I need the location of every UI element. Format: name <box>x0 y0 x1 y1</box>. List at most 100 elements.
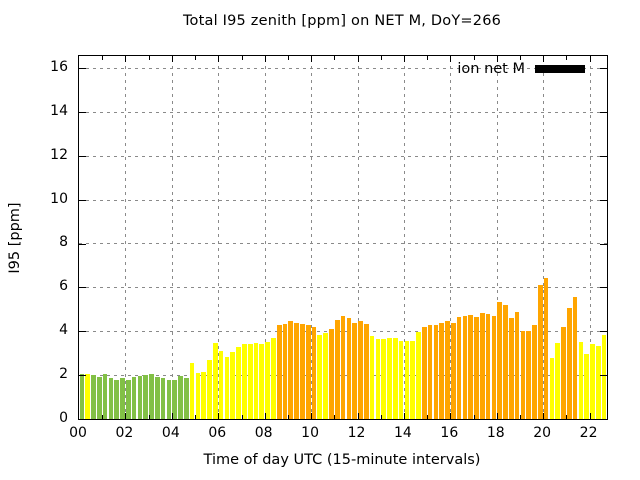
bar-10:45 <box>329 329 334 419</box>
x-tick-top-17 <box>473 56 475 60</box>
bar-13:30 <box>392 337 398 419</box>
x-tick-label-06: 06 <box>208 425 227 441</box>
y-tick-label-16: 16 <box>50 58 68 75</box>
grid-line-x-20 <box>543 56 545 419</box>
bar-16:45 <box>468 314 473 419</box>
bar-09:15 <box>294 322 299 419</box>
x-tick-label-10: 10 <box>301 425 319 441</box>
bar-02:00 <box>126 379 131 419</box>
y-tick-label-8: 8 <box>59 234 68 251</box>
x-tick-top-1 <box>102 56 104 60</box>
x-tick-top-8 <box>264 56 266 62</box>
bar-01:30 <box>114 379 120 419</box>
bar-05:00 <box>195 372 201 419</box>
x-tick-top-13 <box>380 56 382 60</box>
bar-07:15 <box>247 344 253 419</box>
bar-01:45 <box>120 378 125 419</box>
y-tick-right-2 <box>600 375 607 377</box>
bar-06:30 <box>230 352 236 419</box>
x-tick-bottom-13 <box>380 415 382 419</box>
bar-13:00 <box>381 338 386 419</box>
y-tick-right-10 <box>600 199 607 201</box>
bar-10:00 <box>311 326 317 419</box>
x-tick-bottom-21 <box>566 415 568 419</box>
bar-09:30 <box>300 323 305 419</box>
x-tick-bottom-15 <box>427 415 429 419</box>
x-tick-top-11 <box>334 56 336 60</box>
y-tick-label-4: 4 <box>59 322 68 339</box>
x-tick-top-10 <box>311 56 313 62</box>
x-tick-bottom-12 <box>357 413 359 419</box>
bar-06:15 <box>224 356 230 419</box>
bar-04:00 <box>172 379 178 419</box>
bar-10:15 <box>317 334 323 419</box>
bar-17:00 <box>474 317 479 419</box>
bar-15:15 <box>433 324 439 419</box>
grid-line-x-8 <box>264 56 266 419</box>
y-tick-right-14 <box>600 111 607 113</box>
x-tick-top-15 <box>427 56 429 60</box>
y-tick-right-6 <box>600 287 607 289</box>
x-tick-top-2 <box>125 56 127 62</box>
bar-05:45 <box>213 343 218 419</box>
x-tick-top-6 <box>218 56 220 62</box>
chart-title: Total I95 zenith [ppm] on NET M, DoY=266 <box>182 13 502 29</box>
x-tick-bottom-20 <box>543 413 545 419</box>
grid-line-x-16 <box>450 56 452 419</box>
grid-line-y-6 <box>79 287 607 289</box>
y-tick-right-16 <box>600 68 607 69</box>
bar-22:30 <box>601 334 607 419</box>
x-tick-bottom-1 <box>102 415 104 419</box>
y-tick-left-8 <box>79 243 86 245</box>
bar-08:45 <box>282 323 288 419</box>
grid-line-y-8 <box>79 243 607 245</box>
y-tick-left-4 <box>79 331 86 333</box>
bar-14:15 <box>410 341 415 419</box>
y-tick-left-2 <box>79 375 86 377</box>
bar-20:30 <box>555 343 561 419</box>
bar-18:30 <box>508 318 514 419</box>
x-tick-top-22 <box>589 56 591 62</box>
bar-08:15 <box>271 337 276 419</box>
bar-10:30 <box>323 333 328 419</box>
y-tick-left-12 <box>79 155 86 157</box>
x-tick-label-02: 02 <box>115 425 134 441</box>
x-tick-label-16: 16 <box>440 425 459 441</box>
bar-21:30 <box>578 342 584 419</box>
x-tick-label-12: 12 <box>347 425 366 441</box>
bar-16:00 <box>450 322 456 419</box>
bar-17:45 <box>491 315 497 419</box>
bar-07:45 <box>259 344 265 419</box>
x-tick-bottom-3 <box>148 415 150 419</box>
grid-line-x-10 <box>311 56 313 419</box>
y-tick-label-12: 12 <box>50 146 68 163</box>
x-tick-bottom-7 <box>241 415 243 419</box>
x-tick-top-12 <box>357 56 359 62</box>
x-tick-bottom-17 <box>473 415 475 419</box>
bar-12:30 <box>369 335 375 419</box>
y-tick-label-0: 0 <box>59 410 68 426</box>
x-tick-top-18 <box>496 56 498 62</box>
y-axis-label: I95 [ppm] <box>7 202 23 274</box>
x-tick-label-08: 08 <box>254 425 273 441</box>
bar-17:30 <box>485 313 491 419</box>
bar-03:30 <box>160 378 166 419</box>
bar-11:45 <box>352 322 357 419</box>
bar-11:30 <box>346 318 352 419</box>
x-tick-label-00: 00 <box>69 425 87 441</box>
bar-12:15 <box>363 323 369 419</box>
bar-14:30 <box>416 332 421 419</box>
y-tick-left-16 <box>79 68 86 69</box>
bar-00:45 <box>97 377 102 419</box>
grid-line-y-10 <box>79 199 607 201</box>
x-tick-bottom-22 <box>589 413 591 419</box>
bar-12:00 <box>358 321 363 419</box>
x-tick-top-14 <box>403 56 405 62</box>
x-tick-top-19 <box>520 56 521 60</box>
y-tick-right-12 <box>600 155 607 157</box>
bar-07:30 <box>253 343 259 419</box>
grid-line-y-14 <box>79 111 607 113</box>
grid-line-x-22 <box>589 56 591 419</box>
x-tick-bottom-14 <box>403 413 405 419</box>
bar-08:00 <box>265 342 270 419</box>
